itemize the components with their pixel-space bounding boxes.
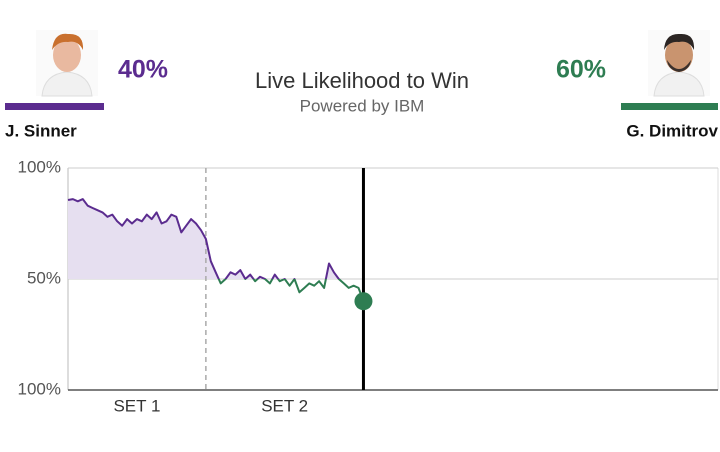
y-tick-label: 100% xyxy=(18,157,61,176)
chart-subtitle: Powered by IBM xyxy=(300,96,425,115)
y-tick-label: 50% xyxy=(27,268,61,287)
player-bar xyxy=(5,103,104,110)
plot: 100% 50% 100% SET 1 SET 2 xyxy=(18,157,719,415)
player-probability: 60% xyxy=(556,56,606,84)
player-2-avatar xyxy=(648,30,710,97)
y-tick-label: 100% xyxy=(18,379,61,398)
set-label: SET 1 xyxy=(113,396,160,415)
area xyxy=(68,199,364,302)
player-name: J. Sinner xyxy=(5,121,77,140)
chart-title: Live Likelihood to Win xyxy=(255,68,469,93)
player-name: G. Dimitrov xyxy=(626,121,718,140)
current-point xyxy=(354,292,373,311)
player-1-avatar xyxy=(36,30,98,97)
set-label: SET 2 xyxy=(261,396,308,415)
player-bar xyxy=(621,103,718,110)
player-probability: 40% xyxy=(118,56,168,84)
probability-line xyxy=(67,198,365,302)
